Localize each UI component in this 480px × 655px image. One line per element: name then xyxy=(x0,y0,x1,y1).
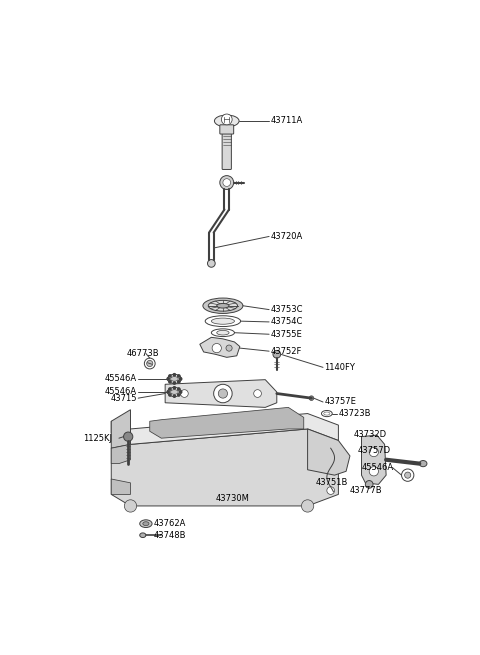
Text: 43762A: 43762A xyxy=(154,519,186,528)
Ellipse shape xyxy=(203,298,243,314)
Text: 43730M: 43730M xyxy=(215,494,249,503)
FancyBboxPatch shape xyxy=(220,125,234,134)
Circle shape xyxy=(123,432,133,441)
Circle shape xyxy=(301,500,314,512)
Circle shape xyxy=(147,360,153,367)
Ellipse shape xyxy=(215,115,239,127)
Text: 43715: 43715 xyxy=(110,394,137,403)
Ellipse shape xyxy=(168,374,181,384)
Ellipse shape xyxy=(208,301,238,311)
Circle shape xyxy=(369,466,378,476)
Ellipse shape xyxy=(217,330,229,335)
Text: 45546A: 45546A xyxy=(105,388,137,396)
Text: 43755E: 43755E xyxy=(271,329,302,339)
Text: 43751B: 43751B xyxy=(315,478,348,487)
Circle shape xyxy=(220,176,234,189)
Text: 43711A: 43711A xyxy=(271,117,303,126)
Polygon shape xyxy=(361,435,386,485)
Circle shape xyxy=(173,373,176,376)
Circle shape xyxy=(167,378,169,380)
Ellipse shape xyxy=(324,412,330,415)
Ellipse shape xyxy=(217,303,229,308)
Text: 43748B: 43748B xyxy=(154,531,186,540)
Circle shape xyxy=(167,391,169,393)
Text: 43754C: 43754C xyxy=(271,318,303,326)
Text: 45546A: 45546A xyxy=(105,375,137,383)
FancyBboxPatch shape xyxy=(222,130,231,170)
Ellipse shape xyxy=(140,533,146,538)
Circle shape xyxy=(369,447,378,457)
Circle shape xyxy=(218,389,228,398)
Circle shape xyxy=(214,384,232,403)
Circle shape xyxy=(405,472,411,478)
Polygon shape xyxy=(308,429,350,475)
Text: 46773B: 46773B xyxy=(127,349,159,358)
Text: 43732D: 43732D xyxy=(354,430,387,439)
Circle shape xyxy=(178,381,180,383)
Circle shape xyxy=(169,394,171,396)
Circle shape xyxy=(273,350,281,358)
Polygon shape xyxy=(111,444,131,464)
Polygon shape xyxy=(111,429,338,506)
Ellipse shape xyxy=(140,520,152,527)
Circle shape xyxy=(173,386,176,389)
Circle shape xyxy=(180,391,182,393)
Text: 43757D: 43757D xyxy=(358,446,391,455)
Text: 1125KJ: 1125KJ xyxy=(83,434,112,443)
Circle shape xyxy=(169,388,171,390)
Circle shape xyxy=(169,375,171,377)
Circle shape xyxy=(144,358,155,369)
Ellipse shape xyxy=(168,387,181,397)
Polygon shape xyxy=(150,407,304,438)
Ellipse shape xyxy=(170,390,178,394)
Text: 43777B: 43777B xyxy=(350,486,383,495)
Text: 43757E: 43757E xyxy=(324,398,357,407)
Text: 43720A: 43720A xyxy=(271,232,303,241)
Circle shape xyxy=(180,378,182,380)
Circle shape xyxy=(173,395,176,398)
Circle shape xyxy=(180,390,188,398)
Circle shape xyxy=(124,500,137,512)
Circle shape xyxy=(178,388,180,390)
Circle shape xyxy=(207,259,215,267)
Polygon shape xyxy=(200,337,240,358)
Polygon shape xyxy=(165,380,277,407)
Polygon shape xyxy=(111,413,338,444)
Polygon shape xyxy=(111,409,131,448)
Circle shape xyxy=(173,382,176,384)
Ellipse shape xyxy=(143,522,149,525)
Circle shape xyxy=(226,345,232,351)
Ellipse shape xyxy=(205,316,240,327)
Circle shape xyxy=(212,343,221,353)
Polygon shape xyxy=(111,479,131,495)
Ellipse shape xyxy=(211,329,234,337)
Circle shape xyxy=(254,390,262,398)
Text: 43752F: 43752F xyxy=(271,346,302,356)
Ellipse shape xyxy=(322,411,332,417)
Circle shape xyxy=(402,469,414,481)
Circle shape xyxy=(178,375,180,377)
Circle shape xyxy=(178,394,180,396)
Circle shape xyxy=(309,396,314,400)
Circle shape xyxy=(365,481,373,488)
Text: 1140FY: 1140FY xyxy=(324,363,355,372)
Circle shape xyxy=(169,381,171,383)
Circle shape xyxy=(327,487,335,495)
Ellipse shape xyxy=(170,377,178,381)
Ellipse shape xyxy=(211,318,234,324)
Ellipse shape xyxy=(419,460,427,466)
Circle shape xyxy=(223,179,230,187)
Circle shape xyxy=(221,114,232,125)
Text: 45546A: 45546A xyxy=(362,463,394,472)
Text: 43723B: 43723B xyxy=(338,409,371,418)
Text: 43753C: 43753C xyxy=(271,305,303,314)
